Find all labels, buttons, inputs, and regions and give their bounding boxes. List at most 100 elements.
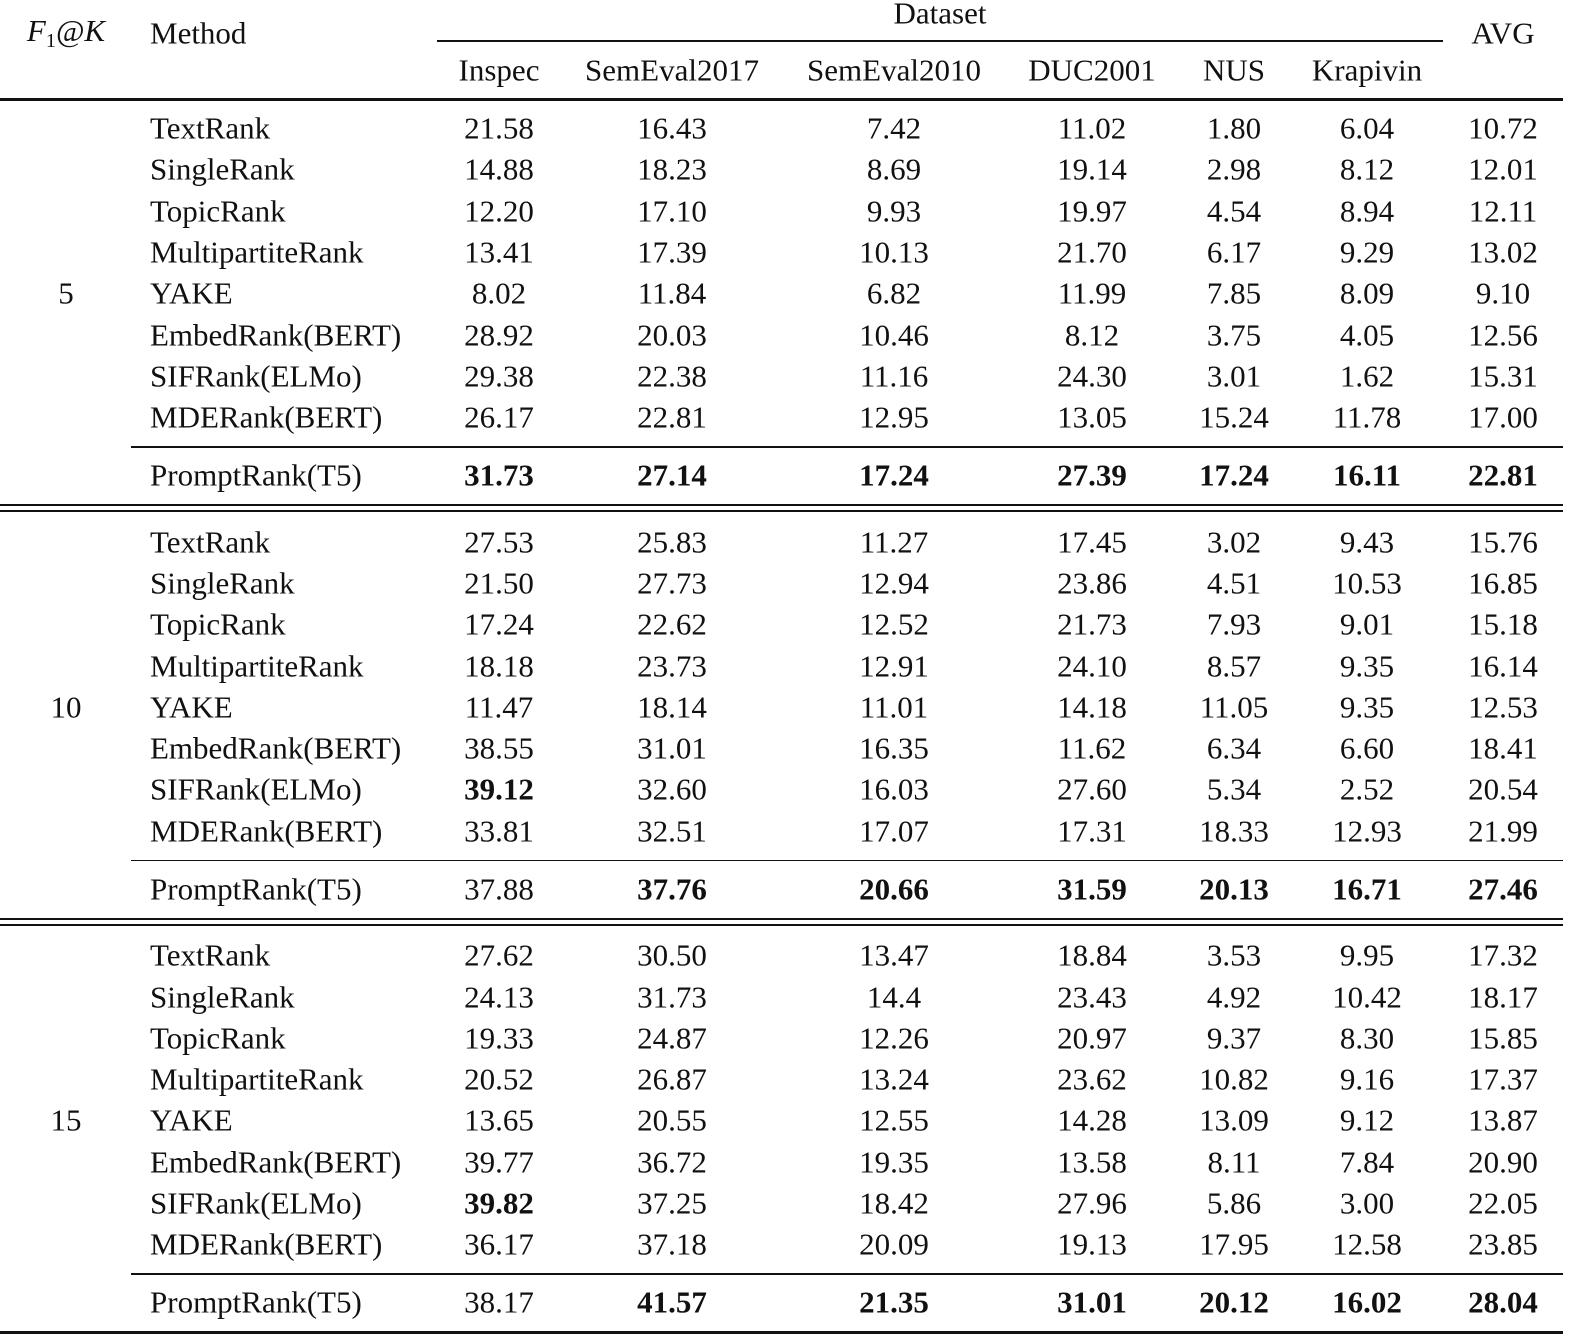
value-cell: 31.73 (464, 457, 534, 493)
value-cell: 11.84 (637, 275, 707, 311)
value-cell: 17.37 (1468, 1061, 1538, 1097)
value-cell: 17.24 (859, 457, 929, 493)
value-cell: 18.33 (1199, 813, 1269, 849)
method-cell: MDERank(BERT) (150, 1226, 383, 1262)
method-cell: YAKE (150, 689, 233, 725)
value-cell: 6.17 (1206, 234, 1262, 270)
value-cell: 12.53 (1468, 689, 1538, 725)
value-cell: 10.42 (1332, 979, 1402, 1014)
value-cell: 26.17 (464, 399, 534, 435)
value-cell: 18.18 (464, 648, 534, 683)
value-cell: 21.70 (1057, 234, 1127, 270)
dataset-header: NUS (1202, 52, 1266, 88)
value-cell: 22.38 (637, 358, 707, 394)
value-cell: 25.83 (637, 524, 707, 560)
value-cell: 19.97 (1057, 193, 1127, 229)
value-cell: 31.59 (1057, 871, 1127, 907)
value-cell: 12.95 (859, 399, 929, 435)
value-cell: 19.35 (859, 1144, 929, 1180)
method-cell: SIFRank(ELMo) (150, 358, 362, 394)
value-cell: 2.52 (1339, 771, 1395, 807)
value-cell: 10.72 (1468, 110, 1538, 146)
value-cell: 31.01 (637, 730, 707, 766)
method-cell: SingleRank (150, 151, 295, 187)
value-cell: 8.94 (1339, 193, 1395, 229)
value-cell: 9.29 (1339, 234, 1395, 270)
value-cell: 20.54 (1468, 771, 1538, 807)
method-cell: SIFRank(ELMo) (150, 1185, 362, 1221)
value-cell: 12.11 (1468, 193, 1538, 229)
value-cell: 17.95 (1199, 1226, 1269, 1262)
value-cell: 11.62 (1057, 730, 1127, 766)
value-cell: 17.45 (1057, 524, 1127, 560)
value-cell: 27.14 (637, 457, 707, 493)
value-cell: 6.82 (866, 275, 922, 311)
value-cell: 5.86 (1206, 1185, 1262, 1221)
value-cell: 27.96 (1057, 1185, 1127, 1221)
value-cell: 16.71 (1332, 871, 1402, 907)
k-header-main: F (26, 13, 46, 48)
method-header: Method (150, 15, 247, 51)
value-cell: 12.26 (859, 1020, 929, 1056)
value-cell: 18.17 (1468, 979, 1538, 1014)
value-cell: 11.27 (859, 524, 929, 560)
value-cell: 15.85 (1468, 1020, 1538, 1056)
value-cell: 10.82 (1199, 1061, 1269, 1097)
value-cell: 21.73 (1057, 606, 1127, 642)
double-rule (0, 504, 1563, 507)
method-cell: MDERank(BERT) (150, 399, 383, 435)
value-cell: 13.02 (1468, 234, 1538, 270)
value-cell: 15.76 (1468, 524, 1538, 560)
value-cell: 17.39 (637, 234, 707, 270)
dataset-header: Krapivin (1311, 52, 1423, 88)
value-cell: 14.28 (1057, 1102, 1127, 1138)
value-cell: 18.41 (1468, 730, 1538, 766)
value-cell: 19.14 (1057, 151, 1127, 187)
value-cell: 16.35 (859, 730, 929, 766)
value-cell: 31.73 (637, 979, 707, 1014)
value-cell: 24.10 (1057, 648, 1127, 683)
value-cell: 13.05 (1057, 399, 1127, 435)
value-cell: 15.18 (1468, 606, 1538, 642)
bottom-rule (0, 1331, 1563, 1335)
value-cell: 16.85 (1468, 565, 1538, 601)
value-cell: 39.82 (464, 1185, 534, 1221)
value-cell: 27.53 (464, 524, 534, 560)
value-cell: 17.10 (637, 193, 707, 229)
value-cell: 6.34 (1206, 730, 1262, 766)
value-cell: 3.02 (1206, 524, 1262, 560)
value-cell: 13.09 (1199, 1102, 1269, 1138)
value-cell: 13.24 (859, 1061, 929, 1097)
value-cell: 16.43 (637, 110, 707, 146)
value-cell: 20.12 (1199, 1284, 1269, 1320)
value-cell: 8.11 (1207, 1144, 1261, 1180)
method-cell: SIFRank(ELMo) (150, 771, 362, 807)
value-cell: 16.03 (859, 771, 929, 807)
method-cell: TopicRank (150, 606, 286, 642)
value-cell: 36.72 (637, 1144, 707, 1180)
value-cell: 12.94 (859, 565, 929, 601)
value-cell: 7.84 (1339, 1144, 1395, 1180)
dataset-header: DUC2001 (1028, 52, 1156, 88)
k-value: 10 (50, 689, 82, 725)
value-cell: 24.87 (637, 1020, 707, 1056)
value-cell: 26.87 (637, 1061, 707, 1097)
value-cell: 9.35 (1339, 648, 1395, 683)
value-cell: 18.84 (1057, 937, 1127, 973)
value-cell: 21.58 (464, 110, 534, 146)
value-cell: 21.50 (464, 565, 534, 601)
value-cell: 8.12 (1339, 151, 1395, 187)
value-cell: 12.55 (859, 1102, 929, 1138)
method-cell: SingleRank (150, 565, 295, 601)
k-value: 15 (50, 1102, 82, 1138)
value-cell: 4.54 (1206, 193, 1262, 229)
value-cell: 9.43 (1339, 524, 1395, 560)
k-value: 5 (58, 275, 74, 311)
value-cell: 11.01 (859, 689, 929, 725)
dataset-header: Inspec (458, 52, 540, 88)
value-cell: 13.47 (859, 937, 929, 973)
method-cell: TopicRank (150, 193, 286, 229)
value-cell: 9.16 (1339, 1061, 1395, 1097)
value-cell: 9.37 (1206, 1020, 1262, 1056)
